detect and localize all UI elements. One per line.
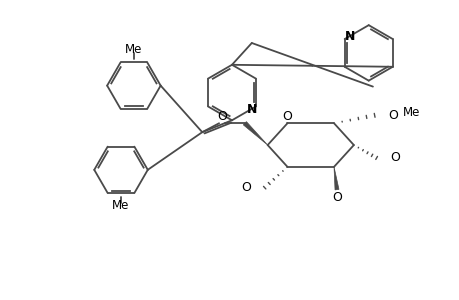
Text: N: N (246, 103, 257, 116)
Text: O: O (217, 110, 227, 123)
Text: Me: Me (112, 199, 129, 212)
Text: O: O (241, 181, 250, 194)
Polygon shape (333, 167, 338, 190)
Text: N: N (344, 30, 354, 43)
Text: Me: Me (125, 44, 142, 56)
Text: O: O (390, 152, 399, 164)
Text: Me: Me (402, 106, 419, 119)
Text: O: O (388, 109, 397, 122)
Text: O: O (331, 191, 341, 204)
Polygon shape (243, 122, 267, 145)
Text: O: O (282, 110, 292, 123)
